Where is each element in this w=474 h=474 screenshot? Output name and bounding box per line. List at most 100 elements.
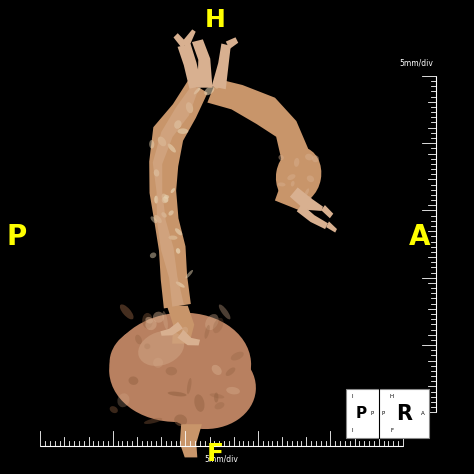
- Ellipse shape: [205, 314, 219, 330]
- Text: P: P: [382, 411, 385, 416]
- Ellipse shape: [204, 325, 210, 339]
- Ellipse shape: [305, 188, 309, 196]
- Ellipse shape: [142, 313, 153, 328]
- Text: I: I: [351, 393, 353, 399]
- Ellipse shape: [214, 392, 219, 402]
- Ellipse shape: [176, 248, 180, 254]
- Ellipse shape: [182, 327, 188, 334]
- Text: F: F: [390, 428, 393, 434]
- Ellipse shape: [187, 378, 191, 394]
- Polygon shape: [181, 29, 196, 47]
- Ellipse shape: [146, 317, 153, 324]
- Ellipse shape: [153, 358, 163, 368]
- Ellipse shape: [151, 216, 157, 223]
- Text: I: I: [351, 428, 353, 434]
- Ellipse shape: [120, 304, 134, 319]
- Ellipse shape: [212, 365, 222, 375]
- Text: 5mm/div: 5mm/div: [205, 454, 238, 463]
- Ellipse shape: [135, 335, 142, 344]
- Ellipse shape: [168, 236, 177, 240]
- Polygon shape: [326, 221, 337, 233]
- Ellipse shape: [128, 376, 138, 385]
- Ellipse shape: [226, 367, 236, 376]
- Ellipse shape: [154, 196, 158, 203]
- Polygon shape: [226, 37, 238, 49]
- Text: H: H: [390, 393, 394, 399]
- Ellipse shape: [185, 270, 193, 278]
- Text: A: A: [421, 411, 425, 416]
- Ellipse shape: [144, 344, 150, 349]
- Polygon shape: [153, 85, 199, 307]
- Ellipse shape: [305, 196, 312, 201]
- Ellipse shape: [154, 169, 159, 176]
- Ellipse shape: [175, 228, 182, 236]
- Ellipse shape: [213, 318, 223, 333]
- Text: F: F: [207, 442, 224, 466]
- Ellipse shape: [171, 188, 175, 193]
- Ellipse shape: [307, 175, 314, 182]
- Polygon shape: [177, 330, 200, 346]
- Polygon shape: [290, 187, 323, 211]
- Ellipse shape: [278, 182, 285, 186]
- Text: 5mm/div: 5mm/div: [400, 58, 434, 67]
- Text: H: H: [205, 8, 226, 32]
- Ellipse shape: [162, 193, 169, 202]
- Ellipse shape: [168, 144, 176, 153]
- Polygon shape: [321, 205, 333, 218]
- Ellipse shape: [163, 311, 168, 329]
- Ellipse shape: [226, 387, 240, 394]
- Ellipse shape: [138, 331, 184, 366]
- Polygon shape: [192, 39, 212, 88]
- Ellipse shape: [215, 84, 219, 89]
- Text: R: R: [396, 403, 412, 424]
- Polygon shape: [211, 44, 231, 89]
- Ellipse shape: [168, 392, 187, 396]
- Ellipse shape: [174, 120, 182, 129]
- Ellipse shape: [194, 87, 201, 94]
- Ellipse shape: [231, 352, 244, 361]
- Polygon shape: [173, 33, 187, 48]
- Ellipse shape: [164, 195, 169, 199]
- Ellipse shape: [162, 197, 168, 203]
- Ellipse shape: [109, 313, 251, 422]
- Ellipse shape: [177, 128, 188, 134]
- Ellipse shape: [158, 137, 166, 146]
- Ellipse shape: [219, 304, 230, 319]
- Ellipse shape: [150, 253, 156, 258]
- Ellipse shape: [149, 140, 155, 148]
- Ellipse shape: [154, 215, 162, 223]
- Ellipse shape: [305, 154, 313, 160]
- Text: P: P: [7, 223, 27, 251]
- Ellipse shape: [186, 102, 193, 113]
- Ellipse shape: [312, 155, 319, 162]
- Ellipse shape: [152, 344, 256, 429]
- Text: A: A: [409, 223, 430, 251]
- Ellipse shape: [215, 402, 224, 410]
- Polygon shape: [178, 44, 202, 89]
- Ellipse shape: [276, 147, 321, 204]
- Polygon shape: [161, 322, 183, 336]
- Ellipse shape: [161, 212, 167, 218]
- Polygon shape: [149, 81, 208, 309]
- Ellipse shape: [109, 406, 118, 413]
- Ellipse shape: [194, 394, 204, 412]
- Polygon shape: [297, 204, 328, 229]
- Ellipse shape: [210, 393, 224, 399]
- Ellipse shape: [279, 155, 284, 160]
- Ellipse shape: [174, 414, 187, 426]
- Text: P: P: [371, 411, 374, 416]
- Ellipse shape: [204, 86, 214, 95]
- Ellipse shape: [291, 181, 295, 187]
- Polygon shape: [180, 424, 202, 457]
- Ellipse shape: [144, 418, 162, 424]
- FancyBboxPatch shape: [346, 389, 429, 438]
- Ellipse shape: [165, 367, 177, 375]
- Ellipse shape: [118, 393, 129, 407]
- Text: P: P: [356, 406, 366, 421]
- Ellipse shape: [146, 319, 157, 330]
- Ellipse shape: [176, 282, 185, 288]
- Polygon shape: [207, 79, 313, 213]
- Ellipse shape: [294, 158, 300, 167]
- Ellipse shape: [168, 210, 173, 216]
- Ellipse shape: [287, 174, 295, 180]
